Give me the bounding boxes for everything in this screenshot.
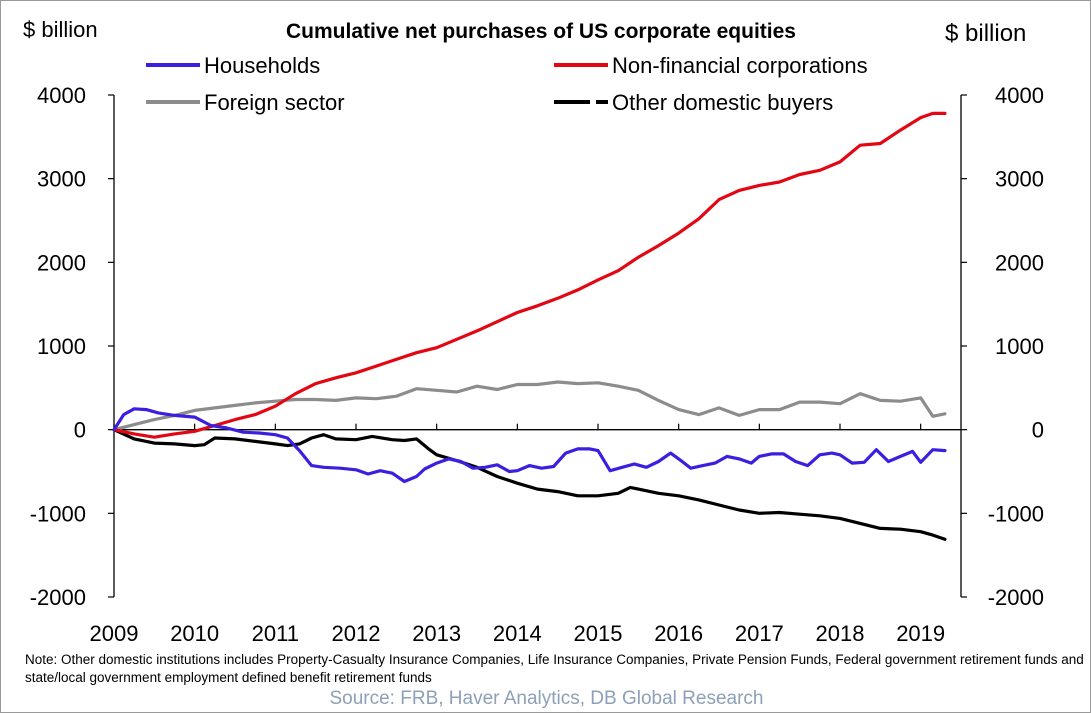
y-axis-label-left: $ billion [23,17,98,42]
x-tick-label: 2011 [252,621,299,646]
y-tick-label-right: -1000 [988,501,1044,526]
footnote: Note: Other domestic institutions includ… [25,652,1084,685]
series-line-foreign-sector [112,380,947,432]
legend-label-households: Households [204,53,320,78]
y-tick-label-left: 3000 [37,167,86,192]
y-tick-label-right: 4000 [995,83,1044,108]
series-lines [112,111,947,541]
y-tick-label-left: 4000 [37,83,86,108]
x-tick-label: 2019 [896,621,945,646]
x-tick-label: 2014 [493,621,542,646]
y-tick-label-right: -2000 [988,585,1044,610]
y-tick-label-left: 0 [74,418,86,443]
x-tick-label: 2013 [412,621,461,646]
y-tick-label-right: 2000 [995,250,1044,275]
y-tick-label-right: 1000 [995,334,1044,359]
y-tick-label-left: -2000 [30,585,86,610]
x-tick-label: 2009 [90,621,139,646]
series-line-non-financial-corporations [112,111,947,439]
legend: Households Non-financial corporations Fore… [146,53,868,115]
y-tick-label-left: 2000 [37,250,86,275]
y-tick-label-right: 3000 [995,167,1044,192]
line-chart: 4000 4000 3000 3000 2000 2000 1000 1000 0 0 -1000 -… [23,17,1044,646]
y-tick-label-right: 0 [1032,418,1044,443]
axes: 4000 4000 3000 3000 2000 2000 1000 1000 0 0 -1000 -… [30,83,1044,646]
chart-title: Cumulative net purchases of US corporate… [286,20,796,43]
x-tick-label: 2017 [735,621,784,646]
y-tick-label-left: 1000 [37,334,86,359]
series-line-other-domestic-buyers [112,428,947,541]
x-tick-label: 2015 [574,621,623,646]
series-line-households [112,407,947,484]
legend-label-non-financial-corporations: Non-financial corporations [612,53,868,78]
legend-label-foreign-sector: Foreign sector [204,90,345,115]
x-tick-label: 2018 [816,621,865,646]
y-axis-label-right: $ billion [945,20,1026,47]
x-tick-label: 2016 [654,621,703,646]
legend-label-other-domestic-buyers: Other domestic buyers [612,90,833,115]
x-tick-label: 2012 [332,621,381,646]
source-line: Source: FRB, Haver Analytics, DB Global … [329,688,764,709]
x-tick-label: 2010 [170,621,219,646]
y-tick-label-left: -1000 [30,501,86,526]
